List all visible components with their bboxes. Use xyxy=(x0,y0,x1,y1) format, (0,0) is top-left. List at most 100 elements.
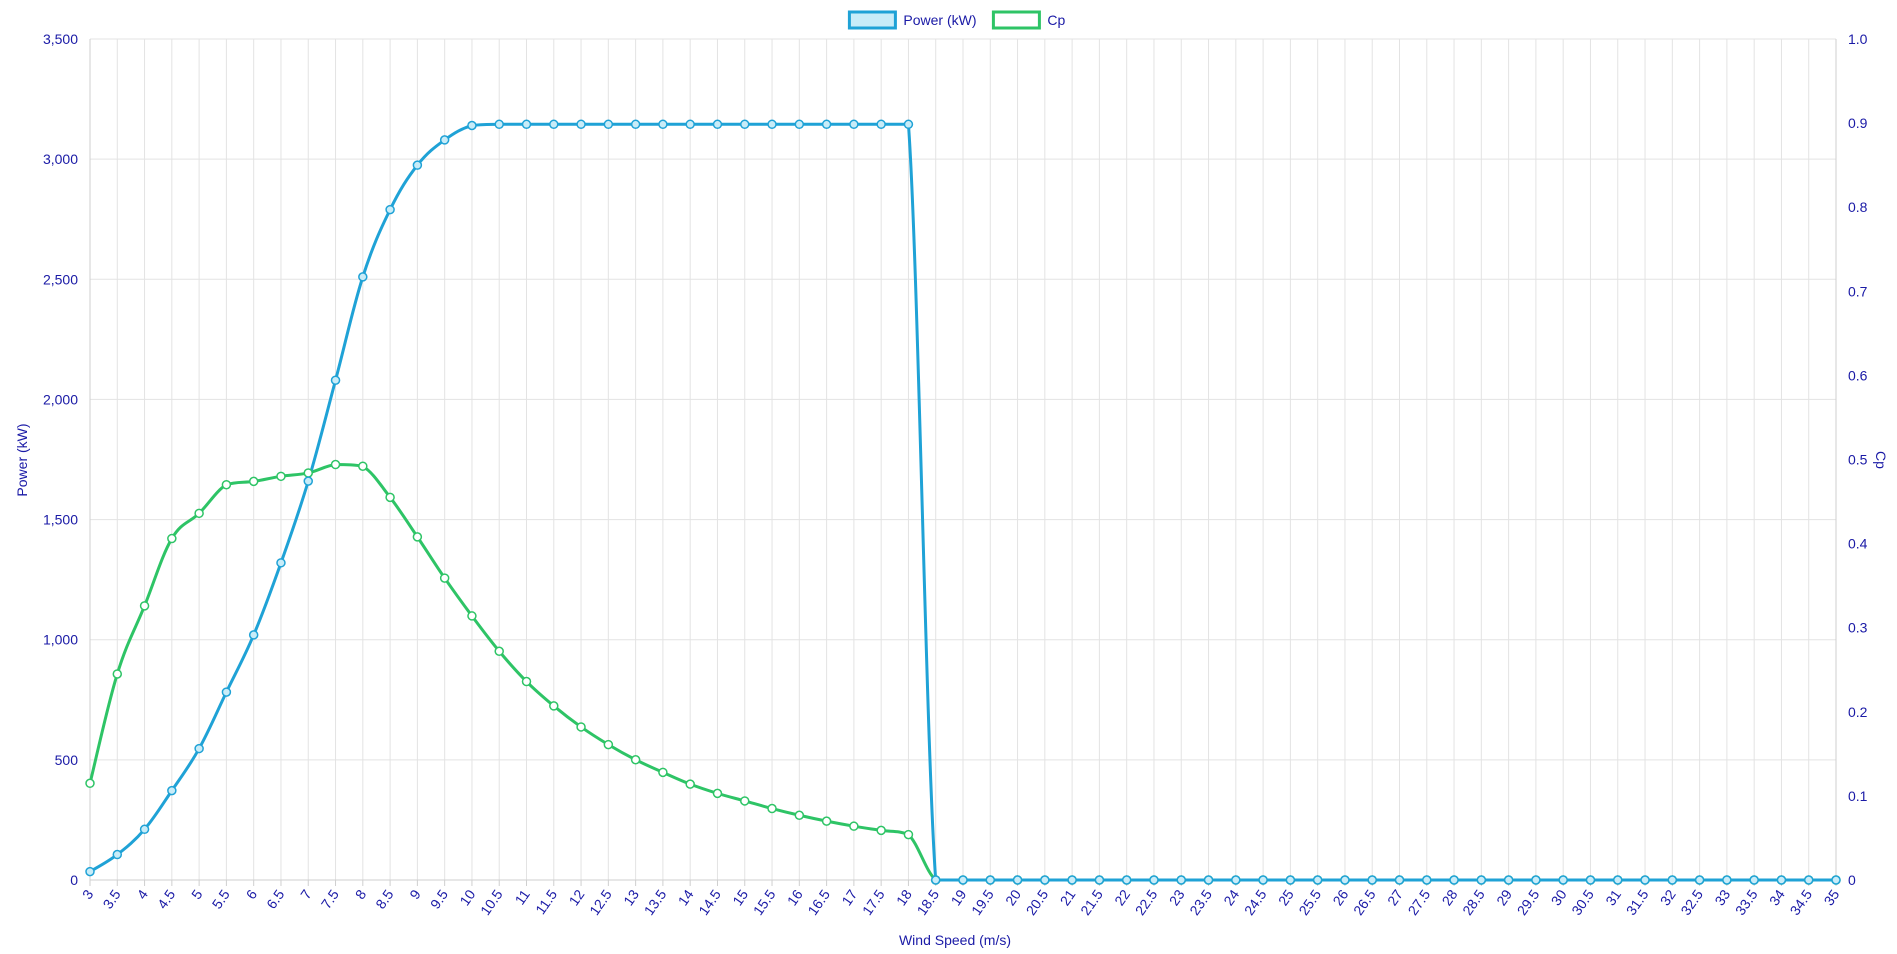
data-point-cp[interactable] xyxy=(221,479,232,490)
data-point-power-kw[interactable] xyxy=(1149,875,1159,885)
data-point-power-kw[interactable] xyxy=(630,119,641,130)
data-point-power-kw[interactable] xyxy=(712,119,723,130)
data-point-cp[interactable] xyxy=(385,492,395,503)
data-point-cp[interactable] xyxy=(358,461,368,471)
legend-item-power-kw[interactable]: Power (kW) xyxy=(847,10,977,30)
data-point-power-kw[interactable] xyxy=(1449,875,1459,885)
data-point-power-kw[interactable] xyxy=(1312,875,1323,885)
data-point-cp[interactable] xyxy=(794,810,805,820)
data-point-cp[interactable] xyxy=(194,508,204,519)
data-point-power-kw[interactable] xyxy=(1012,875,1023,885)
data-point-power-kw[interactable] xyxy=(1613,875,1623,885)
data-point-cp[interactable] xyxy=(740,796,750,806)
data-point-power-kw[interactable] xyxy=(767,119,777,130)
data-point-power-kw[interactable] xyxy=(358,272,368,282)
data-point-power-kw[interactable] xyxy=(521,119,532,130)
data-point-cp[interactable] xyxy=(521,676,532,687)
data-point-cp[interactable] xyxy=(330,459,341,470)
data-point-power-kw[interactable] xyxy=(794,119,805,130)
data-point-cp[interactable] xyxy=(467,611,477,621)
data-point-cp[interactable] xyxy=(821,816,832,826)
data-point-power-kw[interactable] xyxy=(1176,875,1186,885)
data-point-power-kw[interactable] xyxy=(1585,875,1596,885)
data-point-power-kw[interactable] xyxy=(1667,875,1678,885)
data-point-power-kw[interactable] xyxy=(412,160,423,170)
data-point-power-kw[interactable] xyxy=(821,119,832,130)
data-point-power-kw[interactable] xyxy=(1722,875,1732,885)
data-point-power-kw[interactable] xyxy=(549,119,559,130)
legend-item-cp[interactable]: Cp xyxy=(991,10,1066,30)
data-point-cp[interactable] xyxy=(248,476,259,487)
y-right-tick-label: 0.3 xyxy=(1848,620,1868,636)
legend[interactable]: Power (kW) Cp xyxy=(847,10,1066,30)
data-point-cp[interactable] xyxy=(767,803,777,814)
data-point-cp[interactable] xyxy=(412,532,423,542)
data-point-power-kw[interactable] xyxy=(930,875,941,885)
data-point-power-kw[interactable] xyxy=(330,375,341,385)
data-point-power-kw[interactable] xyxy=(1367,875,1377,885)
data-point-cp[interactable] xyxy=(112,669,123,679)
data-point-cp[interactable] xyxy=(630,754,641,765)
data-point-power-kw[interactable] xyxy=(740,119,750,130)
data-point-power-kw[interactable] xyxy=(958,875,968,885)
data-point-power-kw[interactable] xyxy=(1285,875,1296,885)
data-point-power-kw[interactable] xyxy=(439,135,450,145)
data-point-power-kw[interactable] xyxy=(1121,875,1132,885)
data-point-power-kw[interactable] xyxy=(194,743,204,754)
data-point-power-kw[interactable] xyxy=(1558,875,1568,885)
data-point-power-kw[interactable] xyxy=(1094,875,1105,885)
data-point-power-kw[interactable] xyxy=(167,785,177,796)
data-point-power-kw[interactable] xyxy=(658,119,668,130)
data-point-cp[interactable] xyxy=(576,722,586,732)
data-point-cp[interactable] xyxy=(439,573,450,583)
data-point-power-kw[interactable] xyxy=(1803,875,1814,885)
data-point-power-kw[interactable] xyxy=(1067,875,1077,885)
data-point-power-kw[interactable] xyxy=(1340,875,1350,885)
data-point-power-kw[interactable] xyxy=(494,119,504,130)
data-point-power-kw[interactable] xyxy=(1503,875,1514,885)
data-point-cp[interactable] xyxy=(303,468,313,478)
data-point-power-kw[interactable] xyxy=(849,119,859,130)
data-point-cp[interactable] xyxy=(167,533,177,544)
data-point-power-kw[interactable] xyxy=(985,875,996,885)
data-point-cp[interactable] xyxy=(494,646,504,656)
data-point-power-kw[interactable] xyxy=(1476,875,1487,885)
data-point-cp[interactable] xyxy=(658,767,668,778)
data-point-power-kw[interactable] xyxy=(1831,875,1841,885)
data-point-cp[interactable] xyxy=(903,829,914,840)
data-point-power-kw[interactable] xyxy=(1422,875,1432,885)
data-point-power-kw[interactable] xyxy=(1231,875,1241,885)
data-point-power-kw[interactable] xyxy=(1040,875,1050,885)
data-point-power-kw[interactable] xyxy=(876,119,886,130)
data-point-power-kw[interactable] xyxy=(85,866,95,877)
data-point-cp[interactable] xyxy=(139,601,150,611)
data-point-power-kw[interactable] xyxy=(1531,875,1541,885)
data-point-power-kw[interactable] xyxy=(1640,875,1650,885)
data-point-power-kw[interactable] xyxy=(685,119,695,130)
data-point-cp[interactable] xyxy=(685,779,695,789)
data-point-power-kw[interactable] xyxy=(248,630,259,640)
data-point-power-kw[interactable] xyxy=(221,687,232,697)
data-point-power-kw[interactable] xyxy=(1776,875,1787,885)
data-point-cp[interactable] xyxy=(603,739,614,750)
data-point-cp[interactable] xyxy=(276,471,286,482)
data-point-power-kw[interactable] xyxy=(1203,875,1214,885)
data-point-power-kw[interactable] xyxy=(576,119,586,130)
data-point-power-kw[interactable] xyxy=(1749,875,1759,885)
data-point-power-kw[interactable] xyxy=(112,849,123,860)
data-point-power-kw[interactable] xyxy=(276,558,286,568)
data-point-cp[interactable] xyxy=(712,788,723,799)
data-point-power-kw[interactable] xyxy=(1694,875,1705,885)
data-point-power-kw[interactable] xyxy=(1258,875,1268,885)
data-point-cp[interactable] xyxy=(876,825,886,836)
data-point-cp[interactable] xyxy=(85,778,95,789)
data-point-power-kw[interactable] xyxy=(385,204,395,215)
data-point-power-kw[interactable] xyxy=(903,119,914,130)
data-point-power-kw[interactable] xyxy=(603,119,614,130)
data-point-cp[interactable] xyxy=(849,821,859,831)
data-point-power-kw[interactable] xyxy=(1394,875,1405,885)
data-point-power-kw[interactable] xyxy=(467,120,477,131)
data-point-power-kw[interactable] xyxy=(139,824,150,835)
data-point-power-kw[interactable] xyxy=(303,476,313,486)
data-point-cp[interactable] xyxy=(549,701,559,711)
